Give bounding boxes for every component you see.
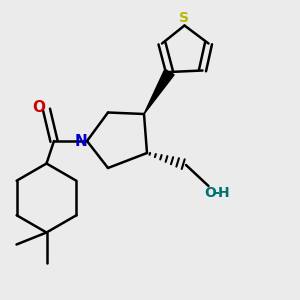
Text: H: H [218,186,229,200]
Polygon shape [144,69,174,114]
Text: N: N [75,134,87,148]
Text: S: S [179,11,190,25]
Text: O: O [32,100,46,115]
Text: O: O [204,186,216,200]
